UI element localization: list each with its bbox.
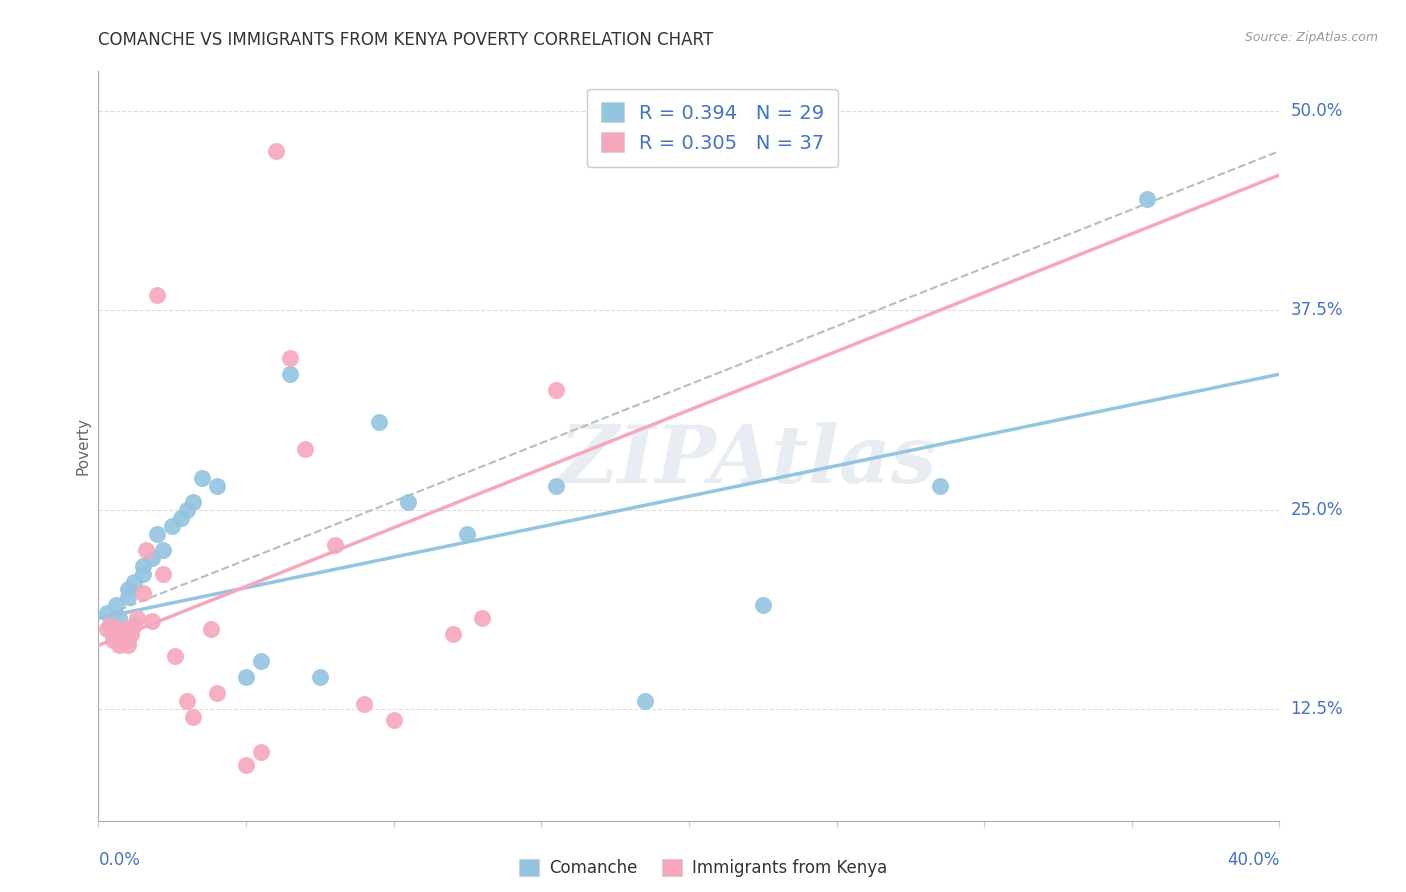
Point xyxy=(135,542,157,557)
Point xyxy=(141,615,163,629)
Point xyxy=(122,574,145,589)
Point xyxy=(152,566,174,581)
Point xyxy=(278,351,302,366)
Point xyxy=(353,698,375,712)
Legend: R = 0.394   N = 29, R = 0.305   N = 37: R = 0.394 N = 29, R = 0.305 N = 37 xyxy=(586,88,838,167)
Point xyxy=(117,582,139,597)
Text: 25.0%: 25.0% xyxy=(1291,500,1343,519)
Point xyxy=(928,479,950,493)
Point xyxy=(146,287,169,301)
Text: Source: ZipAtlas.com: Source: ZipAtlas.com xyxy=(1244,31,1378,45)
Point xyxy=(471,611,494,625)
Point xyxy=(633,694,655,708)
Point xyxy=(235,757,257,772)
Point xyxy=(105,623,128,637)
Point xyxy=(441,627,464,641)
Point xyxy=(170,510,193,524)
Point xyxy=(117,591,139,605)
Point xyxy=(294,442,316,457)
Point xyxy=(382,713,405,727)
Point xyxy=(278,368,302,382)
Point xyxy=(165,649,187,664)
Point xyxy=(176,694,198,708)
Point xyxy=(162,518,183,533)
Point xyxy=(111,633,134,648)
Point xyxy=(368,415,391,429)
Point xyxy=(250,654,273,668)
Point xyxy=(114,630,136,644)
Point xyxy=(205,479,228,493)
Point xyxy=(1135,192,1157,206)
Y-axis label: Poverty: Poverty xyxy=(75,417,90,475)
Point xyxy=(108,611,131,625)
Point xyxy=(141,550,163,565)
Point xyxy=(323,538,346,552)
Point xyxy=(117,633,139,648)
Point xyxy=(125,611,148,625)
Point xyxy=(114,623,136,637)
Point xyxy=(105,599,128,613)
Point xyxy=(146,526,169,541)
Point xyxy=(176,502,198,516)
Text: 50.0%: 50.0% xyxy=(1291,103,1343,120)
Point xyxy=(103,627,125,641)
Point xyxy=(544,383,567,397)
Point xyxy=(120,627,142,641)
Text: ZIPAtlas: ZIPAtlas xyxy=(560,422,936,500)
Legend: Comanche, Immigrants from Kenya: Comanche, Immigrants from Kenya xyxy=(512,852,894,884)
Point xyxy=(152,542,174,557)
Point xyxy=(98,617,121,632)
Point xyxy=(111,627,134,641)
Point xyxy=(264,144,287,158)
Point xyxy=(396,495,419,509)
Point xyxy=(96,623,118,637)
Text: 0.0%: 0.0% xyxy=(98,851,141,869)
Point xyxy=(250,745,273,759)
Text: 37.5%: 37.5% xyxy=(1291,301,1343,319)
Point xyxy=(205,686,228,700)
Text: 40.0%: 40.0% xyxy=(1227,851,1279,869)
Point xyxy=(132,558,155,573)
Point xyxy=(181,710,204,724)
Point xyxy=(108,630,131,644)
Text: 12.5%: 12.5% xyxy=(1291,700,1343,718)
Point xyxy=(456,526,478,541)
Point xyxy=(191,471,214,485)
Point xyxy=(132,585,155,599)
Point xyxy=(544,479,567,493)
Point xyxy=(96,607,118,621)
Text: COMANCHE VS IMMIGRANTS FROM KENYA POVERTY CORRELATION CHART: COMANCHE VS IMMIGRANTS FROM KENYA POVERT… xyxy=(98,31,714,49)
Point xyxy=(235,670,257,684)
Point xyxy=(122,617,145,632)
Point xyxy=(309,670,332,684)
Point xyxy=(103,633,125,648)
Point xyxy=(132,566,155,581)
Point xyxy=(200,623,222,637)
Point xyxy=(117,638,139,652)
Point xyxy=(108,638,131,652)
Point xyxy=(751,599,773,613)
Point xyxy=(181,495,204,509)
